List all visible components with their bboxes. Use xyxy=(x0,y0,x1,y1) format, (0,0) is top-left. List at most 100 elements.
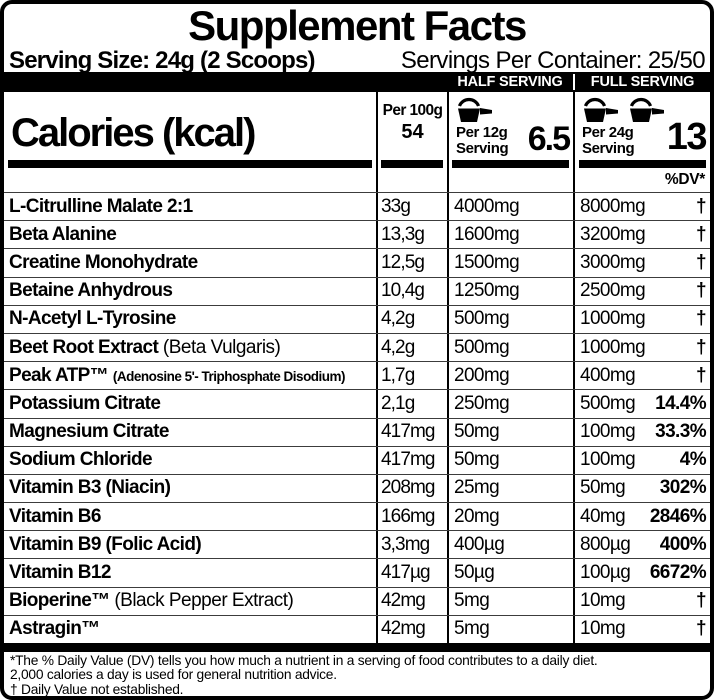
thick-rule xyxy=(579,160,706,168)
per-100g-label: Per 100g xyxy=(382,102,443,119)
footnote-daily-value: *The % Daily Value (DV) tells you how mu… xyxy=(10,653,598,668)
per-100g-value: 3,3mg xyxy=(381,533,430,555)
half-serving-calories: 6.5 xyxy=(527,120,571,158)
ingredient-name: Vitamin B6 xyxy=(9,505,101,527)
per-100g-value: 166mg xyxy=(381,505,436,527)
half-serving-value: 4000mg xyxy=(454,195,520,217)
full-serving-value: 800µg xyxy=(580,533,631,555)
ingredient-name: Peak ATP™ xyxy=(9,364,109,386)
ingredient-note: (Beta Vulgaris) xyxy=(162,336,281,358)
ingredient-name: Beta Alanine xyxy=(9,223,117,245)
full-serving-value: 100µg xyxy=(580,562,631,584)
half-serving-value: 1500mg xyxy=(454,251,520,273)
table-row: Sodium Chloride 417mg 50mg 100mg 4% xyxy=(4,445,710,474)
column-divider-1 xyxy=(376,92,378,643)
table-row: Bioperine™ (Black Pepper Extract) 42mg 5… xyxy=(4,586,710,615)
daily-value: † xyxy=(696,618,707,640)
calories-label: Calories (kcal) xyxy=(11,111,256,155)
per-100g-cell: Per 100g 54 xyxy=(380,102,445,144)
full-serving-value: 50mg xyxy=(580,477,626,499)
daily-value: † xyxy=(696,308,707,330)
ingredient-name: Bioperine™ xyxy=(9,590,110,612)
daily-value: 400% xyxy=(659,533,707,555)
daily-value: † xyxy=(696,280,707,302)
half-serving-value: 500mg xyxy=(454,308,510,330)
thick-rule xyxy=(8,160,372,168)
per-24g-line2: Serving xyxy=(582,139,635,157)
per-24g-line1: Per 24g xyxy=(582,124,634,141)
table-row: Creatine Monohydrate 12,5g 1500mg 3000mg… xyxy=(4,248,710,276)
half-serving-value: 200mg xyxy=(454,364,510,386)
full-serving-value: 8000mg xyxy=(580,195,646,217)
half-serving-value: 20mg xyxy=(454,505,500,527)
table-row: Vitamin B6 166mg 20mg 40mg 2846% xyxy=(4,502,710,530)
per-100g-value: 4,2g xyxy=(381,308,415,330)
ingredient-name: N-Acetyl L-Tyrosine xyxy=(9,308,176,330)
half-serving-value: 1600mg xyxy=(454,223,520,245)
per-100g-value: 1,7g xyxy=(381,364,415,386)
footnotes: *The % Daily Value (DV) tells you how mu… xyxy=(10,653,706,697)
per-100g-value: 42mg xyxy=(381,590,426,612)
footnote-calories: 2,000 calories a day is used for general… xyxy=(10,667,337,683)
full-serving-value: 3000mg xyxy=(580,251,646,273)
half-serving-header: HALF SERVING xyxy=(457,74,563,90)
daily-value: † xyxy=(696,223,707,245)
per-12g-serving-label: Per 12g Serving xyxy=(456,124,509,156)
serving-size: Serving Size: 24g (2 Scoops) xyxy=(9,47,316,74)
daily-value: † xyxy=(696,336,707,358)
per-100g-value: 4,2g xyxy=(381,336,415,358)
label-title: Supplement Facts xyxy=(188,2,527,49)
per-24g-serving-label: Per 24g Serving xyxy=(582,124,635,157)
ingredient-name: Astragin™ xyxy=(9,618,100,640)
daily-value: 2846% xyxy=(649,505,707,527)
per-100g-value: 33g xyxy=(381,195,411,217)
servings-per-container: Servings Per Container: 25/50 xyxy=(400,47,706,74)
column-divider-3 xyxy=(573,92,575,643)
per-100g-value: 12,5g xyxy=(381,251,425,273)
table-row: Vitamin B12 417µg 50µg 100µg 6672% xyxy=(4,558,710,586)
table-row: Magnesium Citrate 417mg 50mg 100mg 33.3% xyxy=(4,417,710,446)
half-serving-value: 25mg xyxy=(454,477,500,499)
full-serving-value: 10mg xyxy=(580,590,626,612)
per-100g-value: 417mg xyxy=(381,449,436,471)
thick-rule xyxy=(381,160,443,168)
daily-value: 4% xyxy=(679,449,707,471)
half-serving-value: 50mg xyxy=(454,421,500,443)
daily-value: 33.3% xyxy=(655,421,706,443)
ingredient-note: (Black Pepper Extract) xyxy=(114,590,294,612)
column-divider-2 xyxy=(447,92,449,643)
daily-value: 302% xyxy=(659,477,707,499)
per-12g-line1: Per 12g xyxy=(456,124,508,141)
half-serving-value: 5mg xyxy=(454,590,490,612)
table-row: Beet Root Extract (Beta Vulgaris) 4,2g 5… xyxy=(4,332,710,361)
per-100g-value: 2,1g xyxy=(381,392,415,414)
scoop-icon xyxy=(454,95,492,122)
table-row: Astragin™ 42mg 5mg 10mg † xyxy=(4,614,710,643)
ingredient-name: Vitamin B12 xyxy=(9,562,111,584)
ingredient-name: Vitamin B3 (Niacin) xyxy=(9,477,171,499)
full-serving-value: 1000mg xyxy=(580,336,646,358)
full-serving-header: FULL SERVING xyxy=(590,74,695,90)
table-row: N-Acetyl L-Tyrosine 4,2g 500mg 1000mg † xyxy=(4,304,710,333)
full-serving-value: 100mg xyxy=(580,449,636,471)
ingredient-name: Beet Root Extract xyxy=(9,336,159,358)
footnote-not-established: † Daily Value not established. xyxy=(10,681,184,697)
thick-rule xyxy=(452,160,569,168)
table-row: L-Citrulline Malate 2:1 33g 4000mg 8000m… xyxy=(4,192,710,220)
serving-type-header-bar: HALF SERVING FULL SERVING xyxy=(4,72,710,92)
daily-value: † xyxy=(696,590,707,612)
ingredient-name: Betaine Anhydrous xyxy=(9,280,173,302)
ingredient-name: Creatine Monohydrate xyxy=(9,251,198,273)
half-serving-value: 50mg xyxy=(454,449,500,471)
ingredient-name: Sodium Chloride xyxy=(9,449,153,471)
daily-value: 6672% xyxy=(649,562,707,584)
full-serving-value: 1000mg xyxy=(580,308,646,330)
daily-value: 14.4% xyxy=(655,392,706,414)
scoop-icon xyxy=(580,95,618,122)
daily-value: † xyxy=(696,364,707,386)
per-100g-value: 42mg xyxy=(381,618,426,640)
full-serving-value: 100mg xyxy=(580,421,636,443)
half-serving-value: 250mg xyxy=(454,392,510,414)
half-serving-value: 5mg xyxy=(454,618,490,640)
